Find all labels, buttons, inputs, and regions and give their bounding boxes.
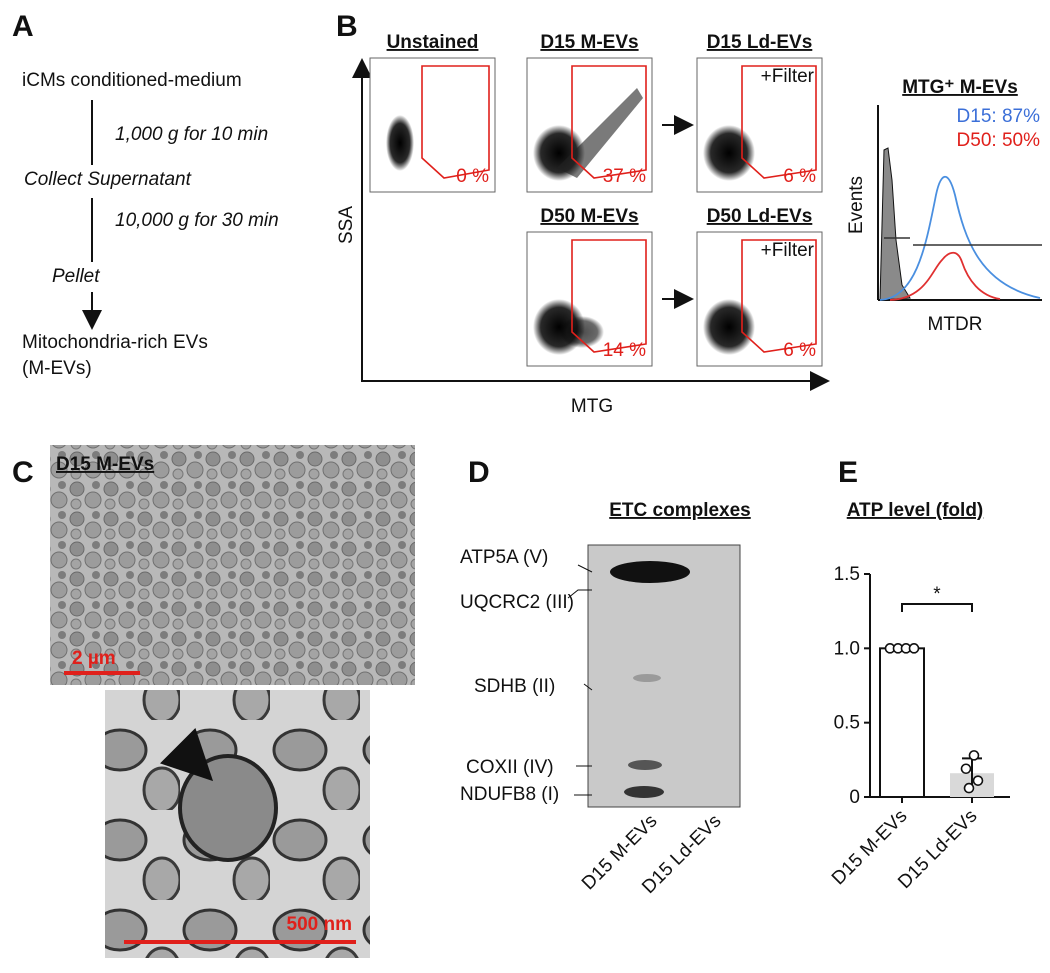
mitochondrion <box>178 754 278 862</box>
panel-b: B SSA MTG Unstained 0 % D15 M-EVs 37 % D15 L… <box>336 10 1042 417</box>
y-tick-label: 1.5 <box>834 564 860 585</box>
significance-mark: * <box>933 584 941 605</box>
step-text: Pellet <box>52 266 100 287</box>
histogram-curve <box>889 251 1001 301</box>
chart-title: ATP level (fold) <box>847 500 984 521</box>
blot-title: ETC complexes <box>609 500 751 521</box>
panel-d: D ETC complexes ATP5A (V) UQCRC2 (III) S… <box>460 456 751 898</box>
panel-label: E <box>838 456 858 489</box>
histogram-title: MTG⁺ M-EVs <box>902 77 1018 98</box>
event-cloud <box>386 115 414 171</box>
y-tick-label: 1.0 <box>834 638 860 659</box>
significance-bracket <box>901 603 973 612</box>
band-label: UQCRC2 (III) <box>460 592 574 613</box>
band-label: ATP5A (V) <box>460 547 548 568</box>
axis-label: Events <box>846 176 867 234</box>
gate-percent: 6 % <box>783 340 816 361</box>
event-cloud <box>703 125 755 181</box>
pointer-arrow <box>160 728 214 782</box>
blot <box>587 544 741 808</box>
data-point <box>960 763 972 775</box>
gate <box>571 239 647 353</box>
band <box>624 786 664 798</box>
band <box>633 674 661 682</box>
micrograph <box>50 445 415 685</box>
gate-percent: 37 % <box>603 166 646 187</box>
band-label: SDHB (II) <box>474 676 555 697</box>
bar <box>879 647 925 798</box>
data-point <box>908 643 920 654</box>
legend-entry: D15: 87% <box>957 106 1041 127</box>
gate <box>741 239 817 353</box>
scale-label: 500 nm <box>287 914 352 935</box>
step-text: Mitochondria-rich EVs <box>22 332 208 353</box>
band <box>610 561 690 583</box>
image-title: D15 M-EVs <box>56 454 154 475</box>
axis-label: MTDR <box>928 314 983 335</box>
step-text: 10,000 g for 30 min <box>115 210 279 231</box>
data-point <box>972 775 984 786</box>
step-text: iCMs conditioned-medium <box>22 70 242 91</box>
event-cloud <box>560 316 604 348</box>
plot-title: D15 Ld-EVs <box>707 32 813 53</box>
data-point <box>963 782 975 794</box>
y-tick-label: 0.5 <box>834 713 860 734</box>
panel-a: A iCMs conditioned-medium 1,000 g for 10… <box>12 10 279 379</box>
axis-label: SSA <box>336 206 357 244</box>
filter-note: +Filter <box>761 240 815 261</box>
leader-lines <box>567 564 593 796</box>
flow-plots: Unstained 0 % D15 M-EVs 37 % D15 Ld-EVs 6 % +F… <box>369 32 823 367</box>
plot-title: D50 Ld-EVs <box>707 206 813 227</box>
event-cloud <box>557 88 643 178</box>
plot-title: D15 M-EVs <box>540 32 638 53</box>
step-text: 1,000 g for 10 min <box>115 124 268 145</box>
axis-label: MTG <box>571 396 613 417</box>
panel-c: C D15 M-EVs 2 µm 500 nm <box>12 445 415 958</box>
gate-percent: 0 % <box>456 166 489 187</box>
histogram-curve <box>879 175 1041 301</box>
filter-note: +Filter <box>761 66 815 87</box>
gate-percent: 14 % <box>603 340 646 361</box>
y-tick-label: 0 <box>849 787 860 808</box>
gate-percent: 6 % <box>783 166 816 187</box>
data-point <box>968 750 980 761</box>
gate <box>571 65 647 179</box>
histogram-curve <box>879 147 911 301</box>
event-cloud <box>703 299 755 355</box>
legend-entry: D50: 50% <box>957 130 1041 151</box>
band-label: COXII (IV) <box>466 757 554 778</box>
panel-label: D <box>468 456 490 489</box>
panel-label: B <box>336 10 358 43</box>
band-label: NDUFB8 (I) <box>460 784 559 805</box>
plot-title: D50 M-EVs <box>540 206 638 227</box>
panel-label: A <box>12 10 34 43</box>
gate <box>741 65 817 179</box>
plot-title: Unstained <box>387 32 479 53</box>
gate <box>421 65 490 179</box>
step-text: (M-EVs) <box>22 358 92 379</box>
scale-label: 2 µm <box>72 648 116 669</box>
step-text: Collect Supernatant <box>24 169 192 190</box>
panel-label: C <box>12 456 34 489</box>
band <box>628 760 662 770</box>
